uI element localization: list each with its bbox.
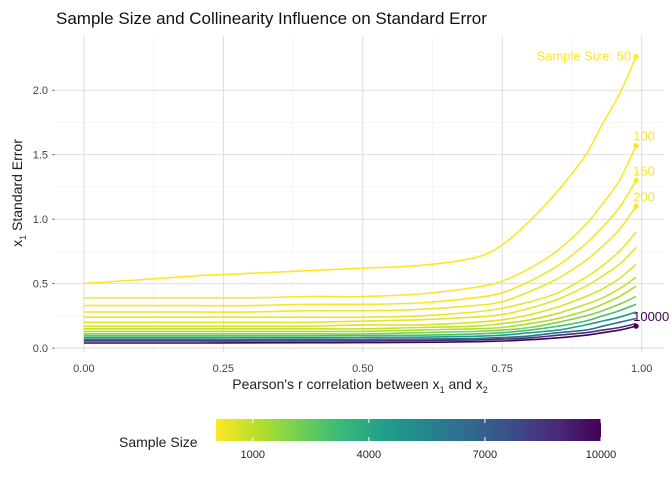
series-line [83, 231, 637, 319]
x-tick-label: 1.00 [631, 363, 652, 375]
y-tick-label: 0.0 [33, 343, 48, 355]
x-tick-label: 0.00 [73, 363, 94, 375]
series-line [83, 145, 637, 299]
x-axis-ticks: 0.00 0.25 0.50 0.75 1.00 [73, 363, 652, 375]
x-tick-label: 0.75 [492, 363, 513, 375]
legend-title: Sample Size [119, 434, 198, 450]
x-axis-title: Pearson's r correlation between x1 and x… [232, 376, 488, 395]
y-tick-label: 0.5 [33, 279, 48, 291]
series-endpoint [633, 54, 639, 60]
series-line [83, 311, 637, 339]
series-endpoint [633, 323, 639, 329]
series-label: 10000 [633, 309, 669, 324]
series-line [83, 285, 637, 333]
y-axis-title: x1 Standard Error [9, 139, 28, 247]
legend-tick-label: 4000 [357, 449, 381, 461]
series-line [83, 56, 637, 285]
series-line [83, 303, 637, 337]
legend-tick-label: 7000 [473, 449, 497, 461]
x-axis-title-text: Pearson's r correlation between x [232, 376, 439, 392]
series-line [83, 325, 637, 344]
grid [56, 36, 664, 352]
series-line [83, 276, 637, 330]
series-line [83, 322, 637, 342]
series-label: Sample Size: 50 [536, 49, 631, 64]
series-endpoint [633, 143, 639, 149]
series-line [83, 205, 637, 313]
series-label: 200 [633, 189, 655, 204]
series-endpoint [633, 177, 639, 184]
series-endpoint [633, 203, 639, 209]
x-axis-title-sub2: 2 [483, 385, 488, 395]
y-axis-title-text: Standard Error [9, 139, 25, 235]
series-line [83, 295, 637, 335]
series-label: 100 [633, 129, 655, 144]
legend-tick-label: 10000 [586, 449, 617, 461]
x-tick-label: 0.50 [352, 363, 373, 375]
legend-colorbar [216, 419, 601, 441]
y-tick-label: 1.5 [33, 150, 48, 162]
x-axis-title-sub1: 1 [440, 385, 445, 395]
y-axis-ticks: 0.0 0.5 1.0 1.5 2.0 [33, 85, 55, 355]
chart-title: Sample Size and Collinearity Influence o… [56, 9, 487, 28]
legend-ticks: 1000 4000 7000 10000 [241, 419, 617, 461]
legend-tick-label: 1000 [241, 449, 265, 461]
series-label: 150 [633, 163, 655, 178]
y-axis-title-x: x [9, 240, 25, 247]
y-tick-label: 2.0 [33, 85, 48, 97]
y-tick-label: 1.0 [33, 214, 48, 226]
color-legend: Sample Size 1000 4000 7000 10000 [119, 419, 616, 461]
series-line [83, 317, 637, 341]
series-lines [83, 56, 637, 344]
series-line [83, 246, 637, 324]
series-line [83, 263, 637, 328]
x-tick-label: 0.25 [213, 363, 234, 375]
series-endpoints [633, 54, 639, 329]
series-labels: Sample Size: 50 100 150 200 10000 [536, 49, 669, 325]
x-axis-title-mid: and x [445, 376, 483, 392]
y-axis-title-sub: 1 [18, 235, 28, 240]
series-line [83, 180, 637, 307]
